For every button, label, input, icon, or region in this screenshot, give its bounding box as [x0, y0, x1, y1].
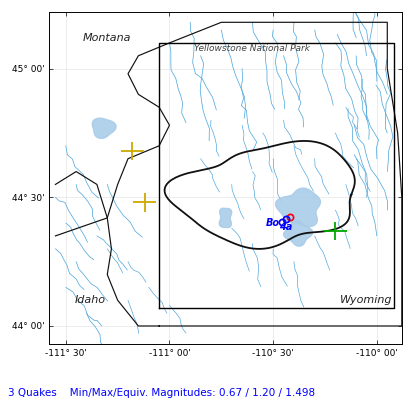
Polygon shape [219, 208, 231, 228]
Text: Bo: Bo [265, 218, 279, 228]
Polygon shape [275, 188, 320, 226]
Text: Idaho: Idaho [75, 295, 106, 305]
Text: Wyoming: Wyoming [339, 295, 392, 305]
Text: 4a: 4a [279, 222, 292, 232]
Text: Yellowstone National Park: Yellowstone National Park [194, 44, 310, 53]
Text: Montana: Montana [83, 33, 131, 43]
Text: 3 Quakes    Min/Max/Equiv. Magnitudes: 0.67 / 1.20 / 1.498: 3 Quakes Min/Max/Equiv. Magnitudes: 0.67… [8, 388, 315, 398]
Polygon shape [283, 220, 312, 246]
Polygon shape [92, 118, 116, 138]
